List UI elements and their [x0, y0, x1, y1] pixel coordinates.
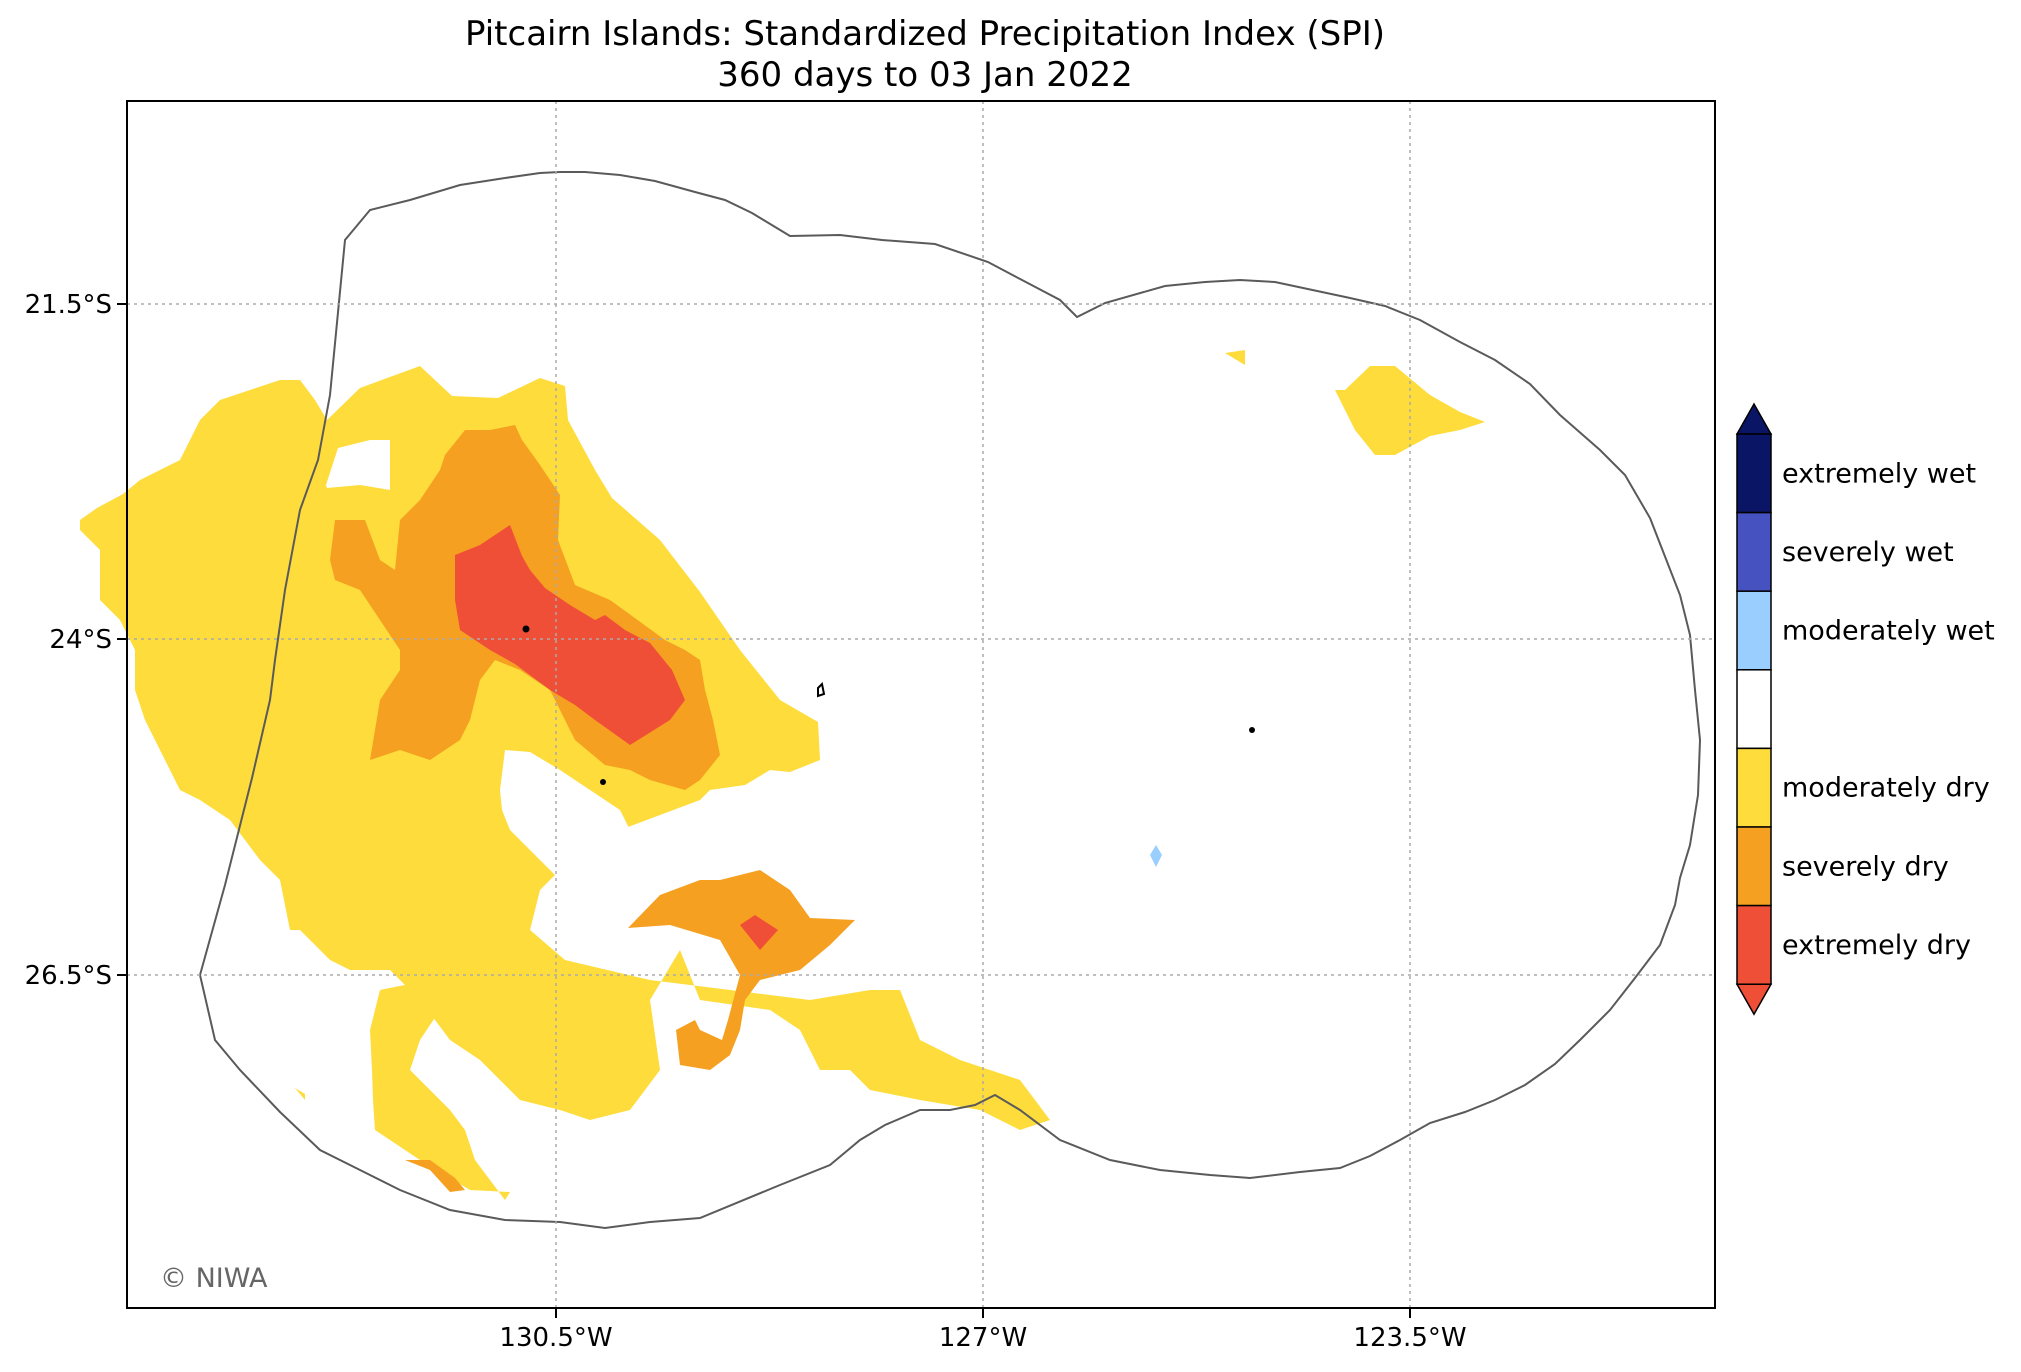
- colorbar-swatch-3: [1736, 669, 1772, 750]
- normal-hole-north: [326, 440, 390, 490]
- dry-region-southwest: [370, 985, 510, 1200]
- islands: [522, 625, 1255, 785]
- lat-label-1: 21.5°S: [25, 290, 112, 320]
- island-oeno: [600, 779, 606, 785]
- colorbar-swatch-0: [1736, 433, 1772, 514]
- title-line-2: 360 days to 03 Jan 2022: [717, 55, 1133, 95]
- colorbar-arrow-bottom: [1735, 983, 1773, 1016]
- severe-dry-south: [628, 870, 855, 1070]
- colorbar-label-4: moderately dry: [1782, 773, 1990, 804]
- map-frame: [126, 100, 1716, 1309]
- colorbar-swatch-4: [1736, 747, 1772, 828]
- colorbar-legend: extremely wet severely wet moderately wet m…: [1735, 402, 1995, 1016]
- dry-region-sw-tiny: [295, 1088, 305, 1100]
- lon-label-1: 130.5°W: [499, 1323, 612, 1353]
- island-henderson: [817, 681, 826, 698]
- colorbar-label-6: extremely dry: [1782, 930, 1971, 961]
- colorbar-swatch-1: [1736, 511, 1772, 592]
- chart-title: Pitcairn Islands: Standardized Precipita…: [0, 14, 1850, 96]
- title-line-1: Pitcairn Islands: Standardized Precipita…: [464, 14, 1386, 54]
- lon-label-2: 127°W: [939, 1323, 1027, 1353]
- lat-label-3: 26.5°S: [25, 961, 112, 991]
- island-east: [1249, 727, 1255, 733]
- extremely-dry-regions: [455, 525, 778, 950]
- normal-hole-centre: [500, 750, 630, 880]
- niwa-credit: © NIWA: [160, 1263, 268, 1294]
- colorbar-swatch-5: [1736, 826, 1772, 907]
- extreme-dry-north: [455, 525, 685, 745]
- colorbar-label-0: extremely wet: [1782, 458, 1976, 489]
- normal-hole-south: [690, 955, 696, 970]
- colorbar-swatch-2: [1736, 590, 1772, 671]
- grid-lines: [127, 101, 1715, 1308]
- colorbar-swatch-6: [1736, 904, 1772, 985]
- lon-label-3: 123.5°W: [1353, 1323, 1466, 1353]
- tick-marks: [117, 303, 1411, 1318]
- dry-region-north-small: [1225, 350, 1245, 365]
- colorbar-label-1: severely wet: [1782, 537, 1954, 568]
- extreme-dry-south: [740, 915, 778, 950]
- colorbar-arrow-top: [1735, 402, 1773, 435]
- dry-region-small-west: [265, 855, 303, 866]
- dry-region-west: [80, 366, 1050, 1130]
- island-ducie: [522, 625, 530, 633]
- normal-holes: [326, 440, 696, 970]
- lat-label-2: 24°S: [49, 625, 112, 655]
- severe-dry-southwest: [405, 1160, 465, 1192]
- eez-boundary: [198, 171, 1702, 1230]
- colorbar-label-2: moderately wet: [1782, 616, 1995, 647]
- colorbar-label-5: severely dry: [1782, 851, 1949, 882]
- moderately-wet-spot: [1150, 845, 1162, 867]
